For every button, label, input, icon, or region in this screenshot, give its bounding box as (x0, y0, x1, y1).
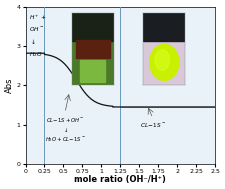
X-axis label: mole ratio (OH⁻/H⁺): mole ratio (OH⁻/H⁺) (74, 175, 166, 184)
Text: $\mathit{H^+ +}$: $\mathit{H^+ +}$ (29, 13, 47, 22)
Text: $CL\!-\!1S + OH^-$
$\downarrow$
$H_2O + CL\!-\!1S^-$: $CL\!-\!1S + OH^-$ $\downarrow$ $H_2O + … (45, 116, 86, 145)
Text: $\mathit{H_2O}$: $\mathit{H_2O}$ (29, 50, 43, 59)
Text: $\mathit{OH^-}$: $\mathit{OH^-}$ (29, 25, 45, 33)
Text: $CL\!-\!1S^-$: $CL\!-\!1S^-$ (140, 122, 166, 129)
Y-axis label: Abs: Abs (5, 78, 14, 93)
Text: $\downarrow$: $\downarrow$ (29, 38, 36, 46)
